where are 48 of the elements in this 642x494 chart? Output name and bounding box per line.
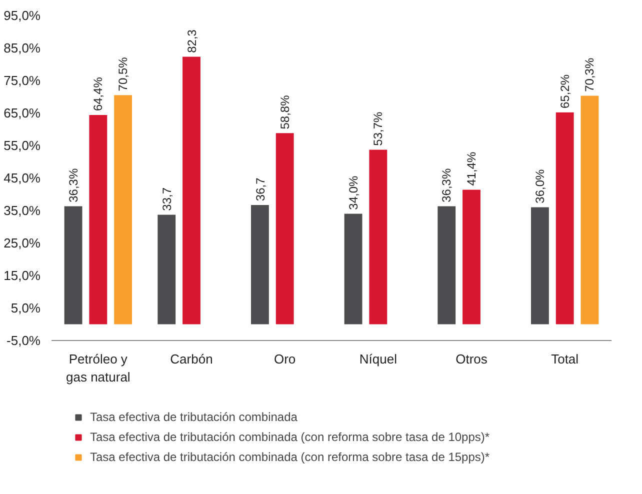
data-label: 36,0% <box>532 168 547 204</box>
x-tick-label: Otros <box>456 352 488 366</box>
bar <box>462 190 480 324</box>
data-label: 36,3% <box>440 168 454 202</box>
y-tick-label: 25,0% <box>4 236 41 250</box>
y-tick-label: 15,0% <box>4 268 41 283</box>
bar <box>158 214 176 324</box>
data-label: 33,7 <box>160 187 174 211</box>
bar <box>276 133 294 324</box>
x-tick-label: Carbón <box>170 352 213 366</box>
bar <box>556 112 574 324</box>
data-label: 70,3% <box>582 58 597 92</box>
data-label: 58,8% <box>278 94 292 130</box>
bar <box>182 56 200 324</box>
bar <box>64 206 82 324</box>
data-label: 64,4% <box>91 76 106 112</box>
y-tick-label: 35,0% <box>4 203 41 218</box>
legend-label: Tasa efectiva de tributación combinada (con reforma sobre tasa de 15pps)* <box>90 449 490 465</box>
bar <box>250 204 269 324</box>
bar <box>114 95 132 324</box>
data-label: 34,0% <box>346 175 360 210</box>
legend-label: Tasa efectiva de tributación combinada (con reforma sobre tasa de 10pps)* <box>90 429 490 445</box>
x-tick-label: Níquel <box>359 352 398 366</box>
y-tick-label: 85,0% <box>4 40 41 56</box>
data-label: 65,2% <box>558 74 572 108</box>
y-tick-label: 5,0% <box>10 300 41 316</box>
bar <box>344 214 362 324</box>
y-tick-label: 45,0% <box>4 170 41 186</box>
bar <box>530 207 549 324</box>
x-tick-label: Total <box>551 352 579 366</box>
bar <box>438 206 456 324</box>
x-tick-label: Oro <box>274 352 296 366</box>
data-label: 53,7% <box>371 111 386 146</box>
bar <box>369 150 388 324</box>
y-tick-label: 55,0% <box>4 138 41 153</box>
data-label: 36,3% <box>66 168 80 202</box>
y-tick-label: 75,0% <box>4 73 41 88</box>
x-tick-label: Petróleo y gas natural <box>66 352 130 384</box>
y-tick-label: -5,0% <box>6 333 41 348</box>
y-tick-label: 65,0% <box>4 106 41 120</box>
bar <box>89 114 108 324</box>
data-label: 41,4% <box>464 151 478 186</box>
data-label: 70,5% <box>116 56 130 92</box>
data-label: 82,3 <box>185 29 199 53</box>
bar <box>580 96 599 324</box>
data-label: 36,7 <box>253 177 268 202</box>
y-tick-label: 95,0% <box>4 8 41 23</box>
legend-label: Tasa efectiva de tributación combinada <box>90 409 298 425</box>
